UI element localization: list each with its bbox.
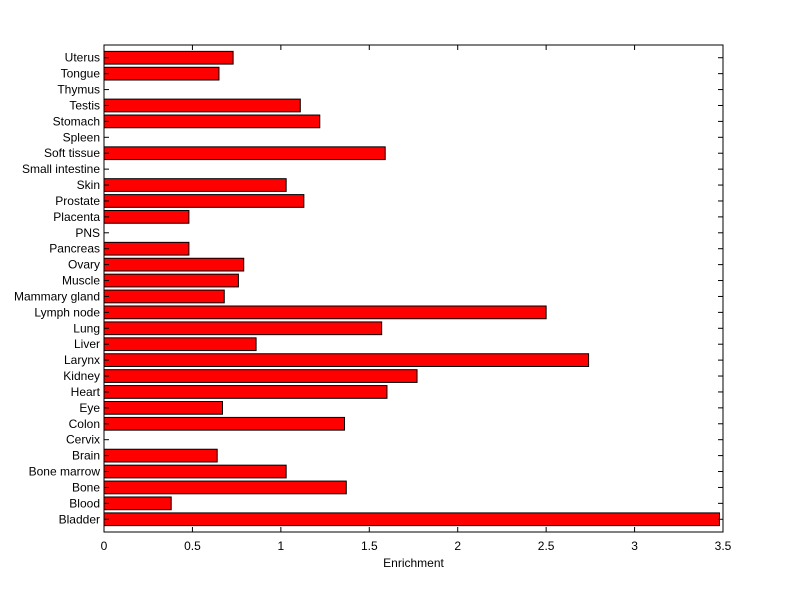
bar-lung: [103, 321, 383, 336]
category-label-brain: Brain: [72, 449, 100, 463]
category-label-tongue: Tongue: [61, 67, 101, 81]
category-label-lymph-node: Lymph node: [34, 305, 100, 319]
bar-pancreas: [103, 241, 190, 256]
plot-frame: [103, 44, 724, 533]
category-label-liver: Liver: [74, 337, 100, 351]
category-label-mammary-gland: Mammary gland: [14, 289, 100, 303]
bar-placenta: [103, 210, 190, 224]
x-tick-label: 0.5: [184, 539, 201, 553]
x-tick-label: 2.5: [538, 539, 555, 553]
category-label-blood: Blood: [69, 496, 100, 510]
category-label-placenta: Placenta: [53, 210, 100, 224]
category-label-testis: Testis: [69, 98, 100, 112]
x-tick-labels: 0 0.5 1 1.5 2 2.5 3 3.5: [101, 539, 732, 553]
bar-ovary: [103, 257, 245, 272]
ticks-layer: [103, 45, 724, 532]
bar-brain: [103, 448, 218, 463]
category-label-spleen: Spleen: [63, 130, 100, 144]
bar-eye: [103, 400, 223, 415]
category-label-kidney: Kidney: [63, 369, 100, 383]
category-label-lung: Lung: [73, 321, 100, 335]
bar-blood: [103, 496, 172, 511]
bar-stomach: [103, 114, 321, 129]
category-label-ovary: Ovary: [68, 258, 100, 272]
category-label-pancreas: Pancreas: [49, 242, 100, 256]
bar-liver: [103, 337, 257, 352]
bar-soft-tissue: [103, 146, 386, 161]
bar-muscle: [103, 273, 239, 288]
x-tick-label: 1: [278, 539, 285, 553]
x-tick-label: 1.5: [361, 539, 378, 553]
category-label-prostate: Prostate: [55, 194, 100, 208]
bar-tongue: [103, 66, 220, 81]
category-label-muscle: Muscle: [62, 274, 100, 288]
bar-lymph-node: [103, 305, 547, 320]
category-label-uterus: Uterus: [65, 51, 100, 65]
x-tick-label: 0: [101, 539, 108, 553]
category-label-soft-tissue: Soft tissue: [44, 146, 100, 160]
bar-mammary-gland: [103, 289, 225, 304]
category-label-bone: Bone: [72, 480, 100, 494]
bar-bone: [103, 480, 347, 495]
bar-uterus: [103, 50, 234, 65]
bar-bone-marrow: [103, 464, 287, 479]
category-label-thymus: Thymus: [57, 83, 100, 97]
category-label-skin: Skin: [77, 178, 100, 192]
x-tick-label: 3.5: [715, 539, 732, 553]
bar-kidney: [103, 369, 418, 383]
category-label-pns: PNS: [75, 226, 100, 240]
category-label-eye: Eye: [79, 401, 100, 415]
bar-larynx: [103, 353, 590, 367]
category-label-larynx: Larynx: [64, 353, 100, 367]
category-label-bladder: Bladder: [59, 512, 100, 526]
bar-skin: [103, 178, 287, 192]
bar-prostate: [103, 194, 305, 208]
category-label-heart: Heart: [71, 385, 101, 399]
bar-bladder: [103, 512, 720, 527]
bar-testis: [103, 98, 301, 113]
x-tick-label: 3: [631, 539, 638, 553]
x-axis-title: Enrichment: [383, 556, 444, 570]
bar-colon: [103, 416, 346, 431]
category-label-colon: Colon: [69, 417, 100, 431]
bar-heart: [103, 385, 388, 399]
x-tick-label: 2: [454, 539, 461, 553]
category-label-stomach: Stomach: [53, 114, 100, 128]
category-label-small-intestine: Small intestine: [22, 162, 100, 176]
category-label-cervix: Cervix: [66, 433, 100, 447]
category-label-bone-marrow: Bone marrow: [29, 465, 101, 479]
